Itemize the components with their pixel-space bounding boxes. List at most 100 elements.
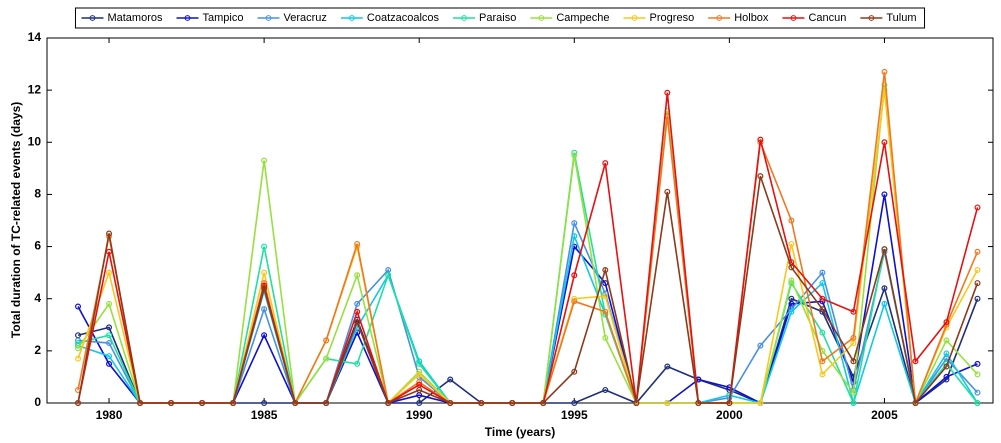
point-marker [106, 324, 113, 331]
point-marker [943, 373, 950, 380]
legend-box [74, 7, 926, 29]
legend-marker [716, 15, 723, 21]
point-marker [757, 173, 764, 180]
point-marker [261, 400, 268, 407]
point-marker [106, 269, 113, 276]
y-tick-label: 14 [28, 30, 42, 44]
series-line [77, 175, 979, 405]
point-marker [106, 230, 113, 237]
point-marker [261, 332, 268, 339]
point-marker [788, 240, 795, 247]
point-marker [974, 389, 981, 396]
point-marker [385, 272, 392, 279]
point-marker [447, 400, 454, 407]
legend-marker [868, 15, 875, 21]
x-tick-label: 2000 [716, 408, 743, 422]
point-marker [571, 400, 578, 407]
point-marker [602, 308, 609, 315]
point-marker [819, 269, 826, 276]
point-marker [323, 337, 330, 344]
x-tick-label: 1990 [406, 408, 433, 422]
point-marker [137, 400, 144, 407]
y-tick-label: 8 [34, 187, 41, 201]
point-marker [571, 152, 578, 159]
point-marker [75, 345, 82, 352]
point-marker [261, 157, 268, 164]
legend: Matamoros Tampico Veracruz Coatzacoalcos Par… [74, 7, 926, 29]
legend-marker [461, 15, 467, 21]
point-marker [881, 139, 888, 146]
point-marker [106, 360, 113, 367]
point-marker [447, 376, 454, 383]
legend-marker [89, 15, 96, 21]
point-marker [664, 89, 671, 96]
point-marker [788, 217, 795, 224]
point-marker [323, 355, 330, 362]
point-marker [664, 188, 671, 195]
point-marker [819, 306, 826, 313]
point-marker [354, 272, 361, 279]
point-marker [261, 243, 268, 250]
plot-area [46, 37, 994, 404]
point-marker [850, 400, 857, 407]
point-marker [571, 298, 578, 305]
legend-label: Progreso [650, 12, 695, 24]
point-marker [261, 306, 268, 313]
legend-marker [184, 15, 191, 21]
point-marker [974, 204, 981, 211]
point-marker [974, 295, 981, 302]
x-tick-label: 1980 [96, 408, 123, 422]
point-marker [757, 136, 764, 143]
point-marker [633, 400, 640, 407]
point-marker [912, 400, 919, 407]
point-marker [881, 68, 888, 75]
point-marker [943, 350, 950, 357]
point-marker [943, 363, 950, 370]
point-marker [416, 400, 423, 407]
point-marker [571, 233, 578, 240]
y-axis-label: Total duration of TC-related events (day… [9, 102, 23, 338]
point-marker [819, 295, 826, 302]
point-marker [75, 400, 82, 407]
point-marker [850, 389, 857, 396]
point-marker [757, 400, 764, 407]
point-marker [230, 400, 237, 407]
point-marker [695, 400, 702, 407]
legend-label: Campeche [556, 12, 609, 24]
point-marker [571, 368, 578, 375]
point-marker [602, 160, 609, 167]
point-marker [664, 363, 671, 370]
point-marker [819, 371, 826, 378]
point-marker [416, 371, 423, 378]
point-marker [602, 334, 609, 341]
point-marker [416, 386, 423, 393]
y-tick-label: 12 [28, 82, 42, 96]
x-tick-label: 1995 [561, 408, 588, 422]
point-marker [199, 400, 206, 407]
legend-marker [538, 15, 545, 21]
point-marker [106, 300, 113, 307]
point-marker [788, 277, 795, 284]
legend-marker [790, 15, 797, 21]
point-marker [106, 332, 113, 339]
point-marker [943, 319, 950, 326]
point-marker [881, 285, 888, 292]
point-marker [416, 360, 423, 367]
point-marker [788, 264, 795, 271]
y-tick-label: 6 [34, 239, 41, 253]
point-marker [106, 248, 113, 255]
point-marker [571, 220, 578, 227]
y-tick-label: 0 [34, 395, 41, 409]
point-marker [819, 358, 826, 365]
point-marker [974, 360, 981, 367]
legend-label: Tulum [886, 12, 916, 24]
point-marker [540, 400, 547, 407]
legend-label: Cancun [808, 12, 846, 24]
point-marker [354, 319, 361, 326]
point-marker [602, 386, 609, 393]
point-marker [602, 293, 609, 300]
point-marker [850, 308, 857, 315]
point-marker [974, 371, 981, 378]
point-marker [881, 191, 888, 198]
